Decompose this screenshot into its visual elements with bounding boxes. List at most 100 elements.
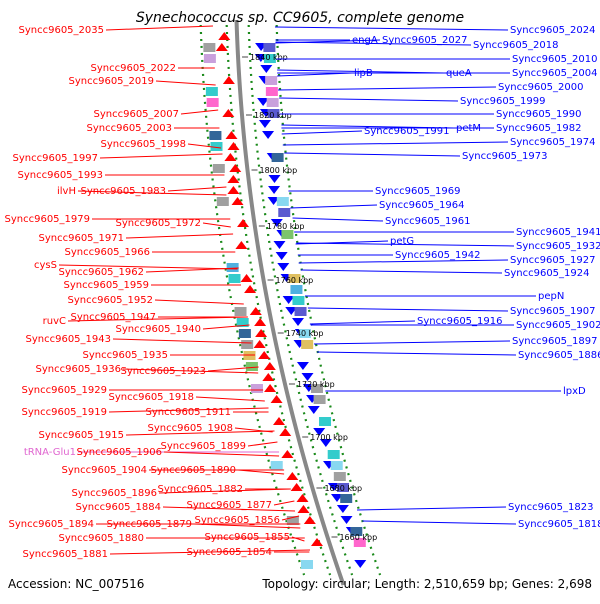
- forward-gene-label: Syncc9605_1879: [107, 519, 193, 530]
- cog-block: [333, 472, 346, 481]
- forward-gene-label: Syncc9605_1904: [62, 465, 148, 476]
- forward-gene-label: Syncc9605_1962: [59, 267, 145, 278]
- cog-block: [210, 142, 223, 151]
- forward-gene-arrow: [237, 219, 250, 227]
- reverse-gene-label: Syncc9605_1886: [518, 350, 600, 361]
- forward-gene-label: Syncc9605_1855: [205, 532, 291, 543]
- forward-leader-line: [202, 222, 231, 228]
- reverse-gene-label: Syncc9605_1969: [375, 186, 461, 197]
- reverse-leader-line: [298, 259, 509, 264]
- forward-gene-label: Syncc9605_1993: [18, 170, 104, 181]
- reverse-gene-label: Syncc9605_1897: [512, 336, 598, 347]
- cog-block: [212, 164, 225, 173]
- forward-gene-arrow: [227, 186, 240, 194]
- forward-gene-arrow: [235, 241, 248, 249]
- forward-gene-arrow: [231, 197, 244, 205]
- forward-leader-line: [162, 506, 296, 512]
- reverse-gene-label: Syncc9605_1927: [510, 255, 596, 266]
- cog-block: [228, 274, 241, 283]
- reverse-gene-arrow: [277, 263, 290, 271]
- reverse-leader-line: [278, 86, 497, 91]
- forward-gene-arrow: [224, 153, 237, 161]
- forward-gene-label: Syncc9605_1899: [161, 441, 247, 452]
- forward-gene-label: Syncc9605_1918: [109, 392, 195, 403]
- forward-leader-line: [145, 267, 239, 273]
- reverse-gene-arrow: [307, 406, 320, 414]
- cog-block: [278, 208, 291, 217]
- forward-leader-line: [155, 80, 216, 86]
- forward-gene-label: Syncc9605_1979: [5, 214, 91, 225]
- forward-gene-arrow: [264, 384, 277, 392]
- ruler-tick-label: 1780 kbp: [267, 222, 305, 231]
- genome-ruler: [234, 19, 346, 586]
- cog-block: [226, 263, 239, 272]
- forward-gene-label: Syncc9605_2007: [94, 109, 180, 120]
- reverse-leader-line: [274, 26, 509, 31]
- cog-block: [327, 450, 340, 459]
- cog-block: [209, 131, 222, 140]
- forward-gene-arrow: [258, 351, 271, 359]
- reverse-gene-label: Syncc9605_1974: [510, 137, 596, 148]
- forward-leader-line: [112, 338, 252, 344]
- reverse-gene-label: Syncc9605_2004: [512, 68, 598, 79]
- forward-leader-line: [125, 233, 234, 239]
- forward-leader-line: [291, 536, 305, 542]
- forward-leader-line: [207, 366, 259, 372]
- forward-gene-arrow: [249, 307, 262, 315]
- reverse-gene-arrow: [257, 98, 270, 106]
- forward-gene-label: Syncc9605_1998: [101, 139, 187, 150]
- forward-gene-label: Syncc9605_1997: [13, 153, 99, 164]
- reverse-gene-arrow: [340, 516, 353, 524]
- forward-gene-label: cysS: [34, 260, 57, 271]
- cog-block: [206, 98, 219, 107]
- forward-leader-line: [158, 488, 291, 494]
- cog-block: [281, 230, 294, 239]
- forward-gene-label: Syncc9605_1940: [116, 324, 202, 335]
- reverse-gene-arrow: [354, 560, 367, 568]
- forward-gene-arrow: [297, 505, 310, 513]
- forward-gene-label: Syncc9605_1923: [121, 366, 207, 377]
- reverse-leader-line: [290, 204, 378, 209]
- forward-leader-line: [58, 264, 238, 270]
- reverse-gene-arrow: [267, 197, 280, 205]
- cog-block: [267, 109, 280, 118]
- reverse-gene-arrow: [301, 373, 314, 381]
- reverse-gene-arrow: [331, 494, 344, 502]
- forward-leader-line: [108, 407, 269, 413]
- forward-gene-label: Syncc9605_1919: [22, 407, 108, 418]
- reverse-leader-line: [314, 340, 511, 345]
- cog-block: [353, 538, 366, 547]
- cog-block: [216, 197, 229, 206]
- reverse-gene-arrow: [258, 120, 271, 128]
- forward-gene-arrow: [262, 373, 275, 381]
- forward-gene-label: Syncc9605_1972: [116, 218, 202, 229]
- forward-gene-arrow: [279, 428, 292, 436]
- cog-block: [234, 307, 247, 316]
- cog-block: [301, 560, 314, 569]
- forward-gene-label: tRNA-Glu1: [24, 447, 76, 458]
- forward-leader-line: [237, 469, 285, 475]
- cog-block: [205, 87, 218, 96]
- forward-gene-arrow: [222, 109, 235, 117]
- forward-gene-label: Syncc9605_1943: [26, 334, 112, 345]
- reverse-gene-arrow: [260, 65, 273, 73]
- reverse-leader-line: [282, 141, 509, 146]
- reverse-gene-arrow: [313, 428, 326, 436]
- forward-gene-label: Syncc9605_1854: [187, 547, 273, 558]
- cog-block: [203, 54, 216, 63]
- forward-leader-line: [193, 523, 301, 529]
- ruler-tick-label: 1700 kbp: [310, 433, 348, 442]
- cog-block: [263, 54, 276, 63]
- cog-block: [250, 384, 263, 393]
- topology-label: Topology: circular; Length: 2,510,659 bp…: [262, 577, 592, 591]
- forward-gene-label: Syncc9605_1952: [68, 295, 154, 306]
- reverse-gene-arrow: [268, 175, 281, 183]
- cog-block: [265, 87, 278, 96]
- reverse-gene-arrow: [273, 241, 286, 249]
- reverse-gene-label: Syncc9605_1932: [516, 241, 600, 252]
- cog-block: [290, 285, 303, 294]
- accession-label: Accession: NC_007516: [8, 577, 145, 591]
- forward-leader-line: [67, 316, 248, 322]
- reverse-gene-label: lpxD: [563, 386, 586, 397]
